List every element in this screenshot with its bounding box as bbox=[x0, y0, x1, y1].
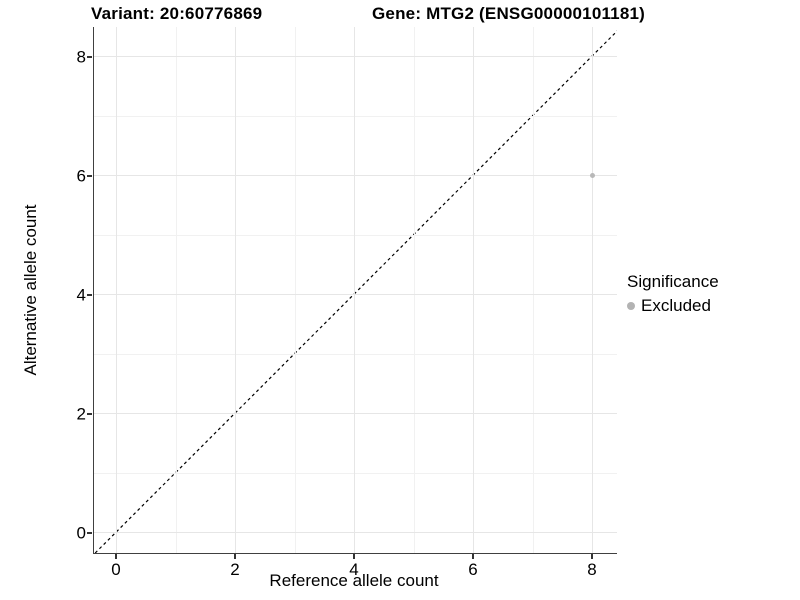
legend-item-excluded: Excluded bbox=[627, 296, 719, 316]
x-axis-tick bbox=[353, 554, 355, 559]
x-tick-label: 0 bbox=[111, 560, 121, 579]
legend-item-label: Excluded bbox=[641, 296, 711, 315]
data-point bbox=[589, 172, 595, 178]
legend-title: Significance bbox=[627, 272, 719, 291]
gene-title: Gene: MTG2 (ENSG00000101181) bbox=[372, 4, 646, 23]
y-axis-tick bbox=[87, 175, 92, 177]
x-tick-label: 6 bbox=[468, 560, 478, 579]
y-axis-tick bbox=[87, 532, 92, 534]
major-gridline bbox=[473, 27, 474, 553]
excluded-dot-icon bbox=[627, 302, 635, 310]
y-axis-tick bbox=[87, 56, 92, 58]
y-axis-tick bbox=[87, 413, 92, 415]
identity-line bbox=[94, 30, 617, 553]
y-tick-label: 2 bbox=[76, 404, 86, 424]
x-axis-tick bbox=[591, 554, 593, 559]
major-gridline bbox=[94, 56, 617, 58]
minor-gridline bbox=[94, 353, 617, 355]
minor-gridline bbox=[532, 27, 534, 553]
major-gridline bbox=[94, 413, 617, 415]
major-gridline bbox=[354, 27, 355, 553]
y-axis-tick bbox=[87, 294, 92, 296]
x-axis-label: Reference allele count bbox=[269, 571, 439, 590]
x-axis-tick bbox=[472, 554, 474, 559]
variant-title: Variant: 20:60776869 bbox=[91, 4, 263, 23]
minor-gridline bbox=[175, 27, 177, 553]
major-gridline bbox=[94, 294, 617, 296]
x-axis-tick bbox=[115, 554, 117, 559]
minor-gridline bbox=[94, 115, 617, 117]
minor-gridline bbox=[94, 234, 617, 236]
minor-gridline bbox=[294, 27, 296, 553]
y-tick-label: 6 bbox=[76, 166, 86, 186]
minor-gridline bbox=[413, 27, 415, 553]
y-axis-label: Alternative allele count bbox=[21, 204, 40, 376]
y-tick-label: 4 bbox=[76, 285, 86, 305]
plot-panel bbox=[93, 27, 617, 554]
major-gridline bbox=[94, 532, 617, 534]
x-tick-label: 8 bbox=[587, 560, 597, 579]
legend: Significance Excluded bbox=[627, 272, 719, 316]
x-tick-label: 4 bbox=[349, 560, 359, 579]
x-axis-tick bbox=[234, 554, 236, 559]
x-tick-label: 2 bbox=[230, 560, 240, 579]
major-gridline bbox=[592, 27, 593, 553]
major-gridline bbox=[235, 27, 236, 553]
major-gridline bbox=[94, 175, 617, 177]
y-tick-label: 0 bbox=[76, 523, 86, 543]
minor-gridline bbox=[94, 472, 617, 474]
major-gridline bbox=[116, 27, 117, 553]
y-tick-label: 8 bbox=[76, 47, 86, 67]
